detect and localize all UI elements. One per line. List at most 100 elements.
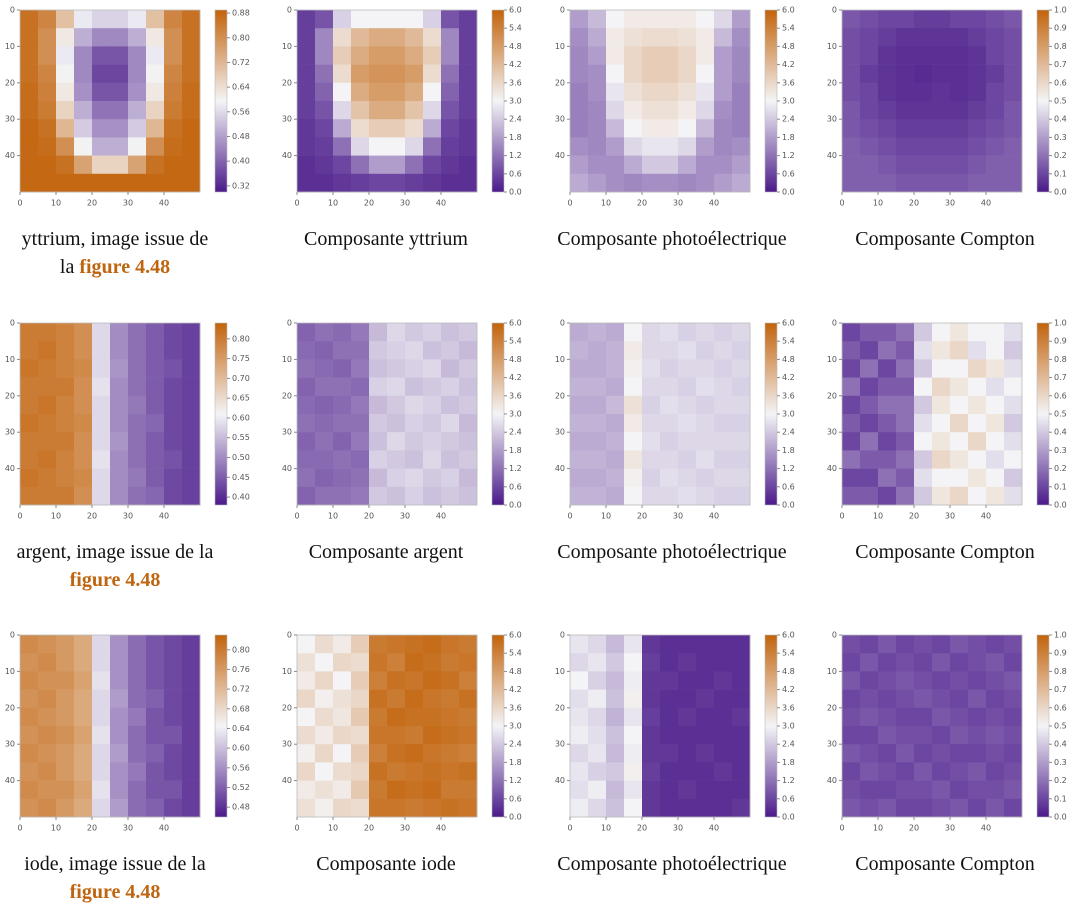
colorbar-tick-label: 6.0 (782, 319, 795, 328)
heat-cell (110, 82, 129, 102)
heat-cell (351, 450, 370, 469)
heat-cell (986, 635, 1005, 654)
colorbar (764, 9, 778, 193)
heat-cell (20, 28, 39, 47)
heat-cell (387, 173, 406, 193)
heat-cell (696, 689, 715, 709)
plot-frame (296, 634, 478, 818)
heat-cell (624, 155, 643, 175)
colorbar-tick-label: 0.1 (1054, 482, 1067, 491)
colorbar-tick-label: 0.76 (232, 665, 250, 674)
heat-cell (896, 726, 915, 745)
heat-cell (441, 10, 460, 29)
x-tick-label: 0 (294, 199, 299, 208)
figure-reference[interactable]: figure 4.48 (69, 569, 161, 591)
heat-cell (896, 28, 915, 47)
heat-cell (369, 64, 388, 84)
heat-cell (968, 798, 987, 818)
heat-cell (606, 468, 625, 488)
heat-cell (1004, 432, 1023, 451)
colorbar-tick-label: 1.2 (782, 151, 795, 160)
figure-reference[interactable]: figure 4.48 (79, 256, 171, 278)
colorbar-tick-label: 0.0 (1054, 813, 1067, 822)
colorbar-tick-label: 0.88 (232, 9, 250, 18)
heat-cell (387, 486, 406, 506)
heat-cell (92, 155, 111, 175)
y-tick-label: 10 (5, 42, 15, 51)
colorbar-tick-label: 4.2 (782, 373, 795, 382)
heat-cell (333, 10, 352, 29)
heat-cell (968, 101, 987, 120)
heat-cell (986, 450, 1005, 469)
heat-cell (146, 46, 165, 65)
heat-cell (642, 450, 661, 469)
heat-cell (732, 119, 751, 138)
heat-cell (146, 101, 165, 120)
colorbar-tick-label: 0.60 (232, 744, 250, 753)
heat-cell (878, 137, 897, 156)
heat-cell (459, 10, 478, 29)
heat-cell (164, 798, 183, 818)
heat-cell (315, 780, 334, 800)
heat-cell (696, 359, 715, 378)
heat-cell (423, 744, 442, 763)
caption-text: Composante photoélectrique (557, 853, 787, 875)
heat-cell (459, 119, 478, 138)
heat-cell (932, 341, 951, 360)
heat-cell (606, 323, 625, 342)
colorbar-tick-label: 0.7 (1054, 373, 1067, 382)
heat-cell (732, 798, 751, 818)
heat-cell (459, 635, 478, 654)
colorbar (1036, 634, 1050, 818)
colorbar-tick-label: 0.8 (1054, 355, 1067, 364)
heat-cell (164, 414, 183, 433)
heat-cell (459, 341, 478, 360)
y-tick-label: 30 (555, 115, 565, 124)
heat-cell (950, 46, 969, 65)
heat-cell (20, 450, 39, 469)
heat-cell (842, 635, 861, 654)
heat-cell (950, 653, 969, 672)
heat-cell (110, 64, 129, 84)
x-tick-label: 10 (328, 199, 338, 208)
x-tick-label: 10 (873, 824, 883, 833)
heat-cell (297, 119, 316, 138)
y-tick-label: 20 (5, 391, 15, 400)
heat-cell (369, 82, 388, 102)
figure-reference[interactable]: figure 4.48 (69, 881, 161, 903)
heat-cell (570, 82, 589, 102)
colorbar-tick-label: 0.9 (1054, 337, 1067, 346)
heat-cell (914, 468, 933, 488)
heat-cell (351, 744, 370, 763)
heat-cell (932, 635, 951, 654)
heat-cell (696, 377, 715, 397)
heat-cell (842, 377, 861, 397)
heat-cell (896, 359, 915, 378)
x-tick-label: 0 (17, 824, 22, 833)
heat-cell (860, 726, 879, 745)
heat-cell (405, 10, 424, 29)
heat-cell (74, 64, 93, 84)
heat-cell (333, 450, 352, 469)
heat-cell (441, 173, 460, 193)
heat-cell (878, 173, 897, 193)
heat-cell (606, 173, 625, 193)
y-tick-label: 40 (282, 151, 292, 160)
heat-cell (588, 64, 607, 84)
heat-cell (588, 323, 607, 342)
heat-cell (351, 671, 370, 690)
heat-cell (986, 671, 1005, 690)
heat-cell (660, 726, 679, 745)
heat-cell (459, 432, 478, 451)
heat-cell (696, 762, 715, 781)
heat-cell (351, 395, 370, 415)
colorbar-tick-label: 0.6 (1054, 391, 1067, 400)
heat-cell (182, 101, 201, 120)
heat-cell (1004, 726, 1023, 745)
heat-cell (297, 744, 316, 763)
colorbar-tick-label: 5.4 (782, 24, 795, 33)
colorbar (764, 322, 778, 506)
colorbar-tick-label: 0.40 (232, 157, 250, 166)
heat-cell (297, 359, 316, 378)
heat-cell (56, 689, 75, 709)
